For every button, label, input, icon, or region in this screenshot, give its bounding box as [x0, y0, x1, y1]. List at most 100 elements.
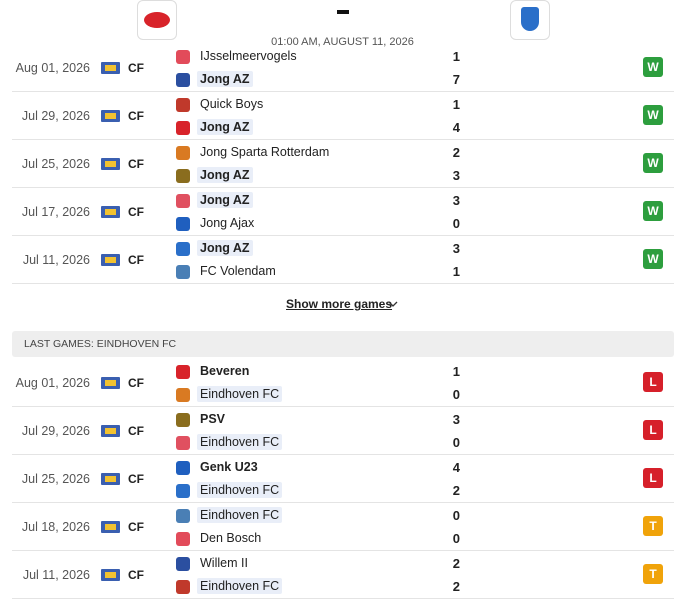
competition-flag — [101, 521, 120, 533]
result-badge: L — [643, 372, 663, 392]
team-name: Eindhoven FC — [197, 507, 283, 523]
competition: CF — [128, 109, 144, 123]
team-name: PSV — [200, 412, 226, 426]
game-row: Jul 29, 2026 CF Quick Boys 1 Jong AZ 4 W — [12, 92, 674, 140]
match-datetime: 01:00 AM, AUGUST 11, 2026 — [271, 36, 414, 48]
game-date: Jul 18, 2026 — [21, 520, 90, 534]
competition: CF — [128, 472, 144, 486]
game-date: Aug 01, 2026 — [15, 61, 90, 75]
result-badge: W — [643, 105, 663, 125]
competition: CF — [128, 568, 144, 582]
competition: CF — [128, 157, 144, 171]
game-date: Jul 29, 2026 — [21, 424, 90, 438]
competition-flag — [101, 254, 120, 266]
team-score: 1 — [452, 264, 460, 279]
team-score: 0 — [452, 216, 460, 231]
team-name: FC Volendam — [200, 264, 276, 278]
team-logo — [176, 121, 190, 135]
team-score: 7 — [452, 72, 460, 87]
team-logo — [176, 98, 190, 112]
game-row: Jul 25, 2026 CF Jong Sparta Rotterdam 2 Jong… — [12, 140, 674, 188]
game-date: Jul 11, 2026 — [22, 568, 90, 582]
team-score: 2 — [452, 145, 460, 160]
team-name: Eindhoven FC — [197, 482, 283, 498]
team-name: Eindhoven FC — [197, 434, 283, 450]
team-logo — [176, 436, 190, 450]
team-logo — [176, 532, 190, 546]
competition: CF — [128, 376, 144, 390]
team-logo — [176, 242, 190, 256]
team-name: IJsselmeervogels — [200, 49, 297, 63]
competition-flag — [101, 62, 120, 74]
result-badge: T — [643, 516, 663, 536]
team-name: Jong AZ — [197, 167, 253, 183]
section-title: LAST GAMES: EINDHOVEN FC — [12, 331, 674, 357]
chevron — [388, 301, 398, 307]
team-name: Den Bosch — [200, 531, 262, 545]
team-logo — [176, 73, 190, 87]
team-score: 1 — [452, 364, 460, 379]
team-logo — [176, 146, 190, 160]
competition-flag — [101, 425, 120, 437]
team-name: Jong AZ — [197, 240, 253, 256]
team-name: Quick Boys — [200, 97, 264, 111]
game-date: Jul 25, 2026 — [21, 472, 90, 486]
game-row: Aug 01, 2026 CF IJsselmeervogels 1 Jong AZ 7 W — [12, 44, 674, 92]
match-header: 01:00 AM, AUGUST 11, 2026 — [0, 0, 685, 50]
score-separator — [337, 10, 349, 14]
game-row: Jul 17, 2026 CF Jong AZ 3 Jong Ajax 0 W — [12, 188, 674, 236]
game-date: Jul 29, 2026 — [21, 109, 90, 123]
game-date: Jul 11, 2026 — [22, 253, 90, 267]
team-logo — [176, 365, 190, 379]
game-row: Jul 11, 2026 CF Willem II 2 Eindhoven FC 2 T — [12, 551, 674, 599]
away-logo — [510, 0, 550, 40]
team-name: Jong AZ — [197, 192, 253, 208]
result-badge: T — [643, 564, 663, 584]
logo-shape — [521, 7, 539, 31]
team-name: Beveren — [200, 364, 250, 378]
team-logo — [176, 580, 190, 594]
game-row: Jul 18, 2026 CF Eindhoven FC 0 Den Bosch 0 T — [12, 503, 674, 551]
team-logo — [176, 557, 190, 571]
competition: CF — [128, 424, 144, 438]
competition-flag — [101, 569, 120, 581]
competition-flag — [101, 377, 120, 389]
competition: CF — [128, 253, 144, 267]
competition-flag — [101, 473, 120, 485]
competition-flag — [101, 110, 120, 122]
game-date: Aug 01, 2026 — [15, 376, 90, 390]
team-score: 0 — [452, 508, 460, 523]
result-badge: L — [643, 420, 663, 440]
team-score: 0 — [452, 387, 460, 402]
result-badge: W — [643, 201, 663, 221]
team-score: 2 — [452, 483, 460, 498]
team-logo — [176, 509, 190, 523]
competition-flag — [101, 158, 120, 170]
team-score: 3 — [452, 241, 460, 256]
show-more[interactable]: Show more games — [286, 297, 393, 311]
team-name: Jong Sparta Rotterdam — [200, 145, 330, 159]
team-name: Genk U23 — [200, 460, 258, 474]
team-score: 0 — [452, 531, 460, 546]
game-row: Aug 01, 2026 CF Beveren 1 Eindhoven FC 0 L — [12, 359, 674, 407]
team-score: 3 — [452, 193, 460, 208]
team-score: 2 — [452, 579, 460, 594]
team-score: 0 — [452, 435, 460, 450]
result-badge: W — [643, 153, 663, 173]
team-logo — [176, 461, 190, 475]
team-logo — [176, 388, 190, 402]
result-badge: W — [643, 57, 663, 77]
team-name: Jong AZ — [197, 119, 253, 135]
team-name: Willem II — [200, 556, 248, 570]
team-score: 4 — [452, 460, 460, 475]
team-logo — [176, 265, 190, 279]
team-score: 3 — [452, 168, 460, 183]
team-score: 4 — [452, 120, 460, 135]
result-badge: L — [643, 468, 663, 488]
team-name: Jong AZ — [197, 71, 253, 87]
team-name: Eindhoven FC — [197, 578, 283, 594]
team-score: 2 — [452, 556, 460, 571]
team-score: 1 — [452, 97, 460, 112]
team-logo — [176, 50, 190, 64]
competition: CF — [128, 205, 144, 219]
